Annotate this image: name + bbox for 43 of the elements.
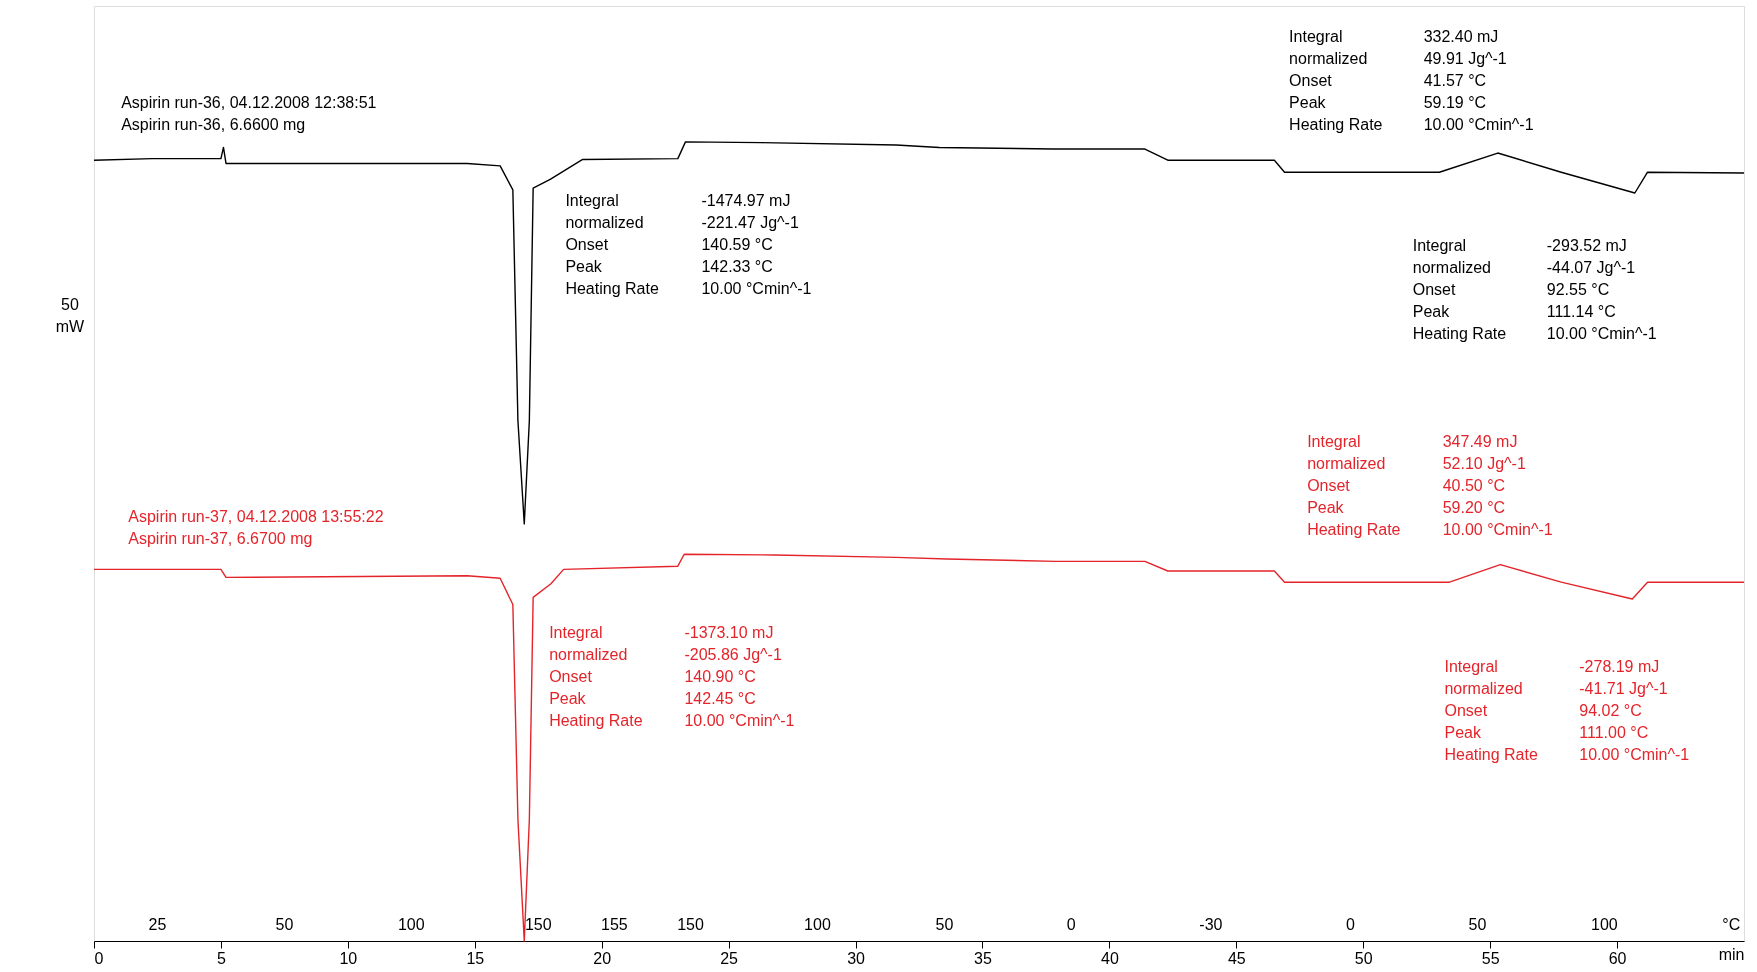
- annotation: -1474.97 mJ -221.47 Jg^-1 140.59 °C 142.33 °C 10.00 °Cmin^-1: [701, 192, 812, 297]
- annotation: °C: [1722, 916, 1741, 933]
- annotation: 100: [1591, 916, 1618, 933]
- x-tick-label: 25: [720, 949, 739, 967]
- annotation: 347.49 mJ 52.10 Jg^-1 40.50 °C 59.20 °C 10.00 °Cmin^-1: [1442, 433, 1553, 539]
- x-tick-label: 10: [339, 949, 358, 967]
- x-tick-label: 45: [1227, 949, 1246, 967]
- annotation: -293.52 mJ -44.07 Jg^-1 92.55 °C 111.14 °C 10.00 °Cmin^-1: [1546, 236, 1657, 342]
- x-tick-label: 20: [593, 949, 612, 967]
- annotation: 25: [148, 916, 167, 933]
- annotation: 150: [524, 916, 552, 933]
- x-tick-label: 15: [466, 949, 485, 967]
- x-tick-label: 35: [974, 949, 992, 967]
- annotation: 100: [804, 916, 831, 933]
- annotation: 155: [601, 916, 628, 933]
- annotation: 50: [275, 916, 294, 933]
- x-tick-label: 40: [1100, 949, 1119, 967]
- annotation: -1373.10 mJ -205.86 Jg^-1 140.90 °C 142.45 °C 10.00 °Cmin^-1: [684, 623, 795, 729]
- text: 50 mW: [55, 296, 86, 336]
- x-tick-label: 60: [1608, 949, 1627, 967]
- annotation: Integral normalized Onset Peak Heating Rate: [549, 623, 643, 729]
- text: 332.40 mJ 49.91 Jg^-1 41.57 °C 59.19 °C 10.00 °Cmin^-1: [1423, 28, 1534, 134]
- x-tick-label: 0: [94, 949, 104, 967]
- annotation: -278.19 mJ -41.71 Jg^-1 94.02 °C 111.00 °C 10.00 °Cmin^-1: [1579, 657, 1690, 763]
- annotation: 100: [397, 916, 425, 933]
- annotation: 0: [1346, 916, 1356, 933]
- text: Integral normalized Onset Peak Heating Rate: [1289, 28, 1383, 134]
- x-tick-label: 5: [216, 949, 226, 967]
- x-tick-label: 50: [1354, 949, 1373, 967]
- annotation: Integral normalized Onset Peak Heating Rate: [1307, 433, 1401, 539]
- annotation: Aspirin run-37, 04.12.2008 13:55:22 Aspirin run-37, 6.6700 mg: [128, 508, 384, 548]
- x-axis-title: min: [1718, 945, 1745, 963]
- x-tick-label: 55: [1481, 949, 1500, 967]
- annotation: 150: [677, 916, 704, 933]
- annotation: Integral normalized Onset Peak Heating Rate: [1412, 236, 1507, 342]
- annotation: Integral normalized Onset Peak Heating Rate: [565, 192, 659, 297]
- annotation: 50: [1468, 916, 1487, 933]
- annotation: 0: [1066, 916, 1076, 933]
- annotation: -30: [1199, 916, 1223, 933]
- text: Aspirin run-36, 04.12.2008 12:38:51 Aspirin run-36, 6.6600 mg: [121, 93, 377, 133]
- annotation: 50: [935, 916, 954, 933]
- annotation: Integral normalized Onset Peak Heating Rate: [1444, 657, 1538, 763]
- x-tick-label: 30: [847, 949, 866, 967]
